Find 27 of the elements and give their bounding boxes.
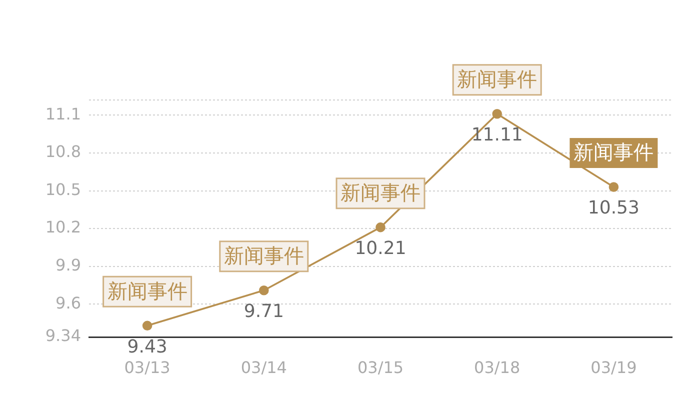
data-label: 11.11 — [471, 124, 523, 146]
annotation: 新闻事件 — [574, 140, 654, 164]
x-tick-label: 03/14 — [240, 358, 287, 377]
y-tick-label: 9.34 — [45, 326, 81, 346]
y-tick-label: 9.6 — [56, 293, 81, 312]
point — [376, 222, 386, 232]
point — [608, 182, 619, 192]
point — [492, 108, 502, 119]
x-tick-label: 03/19 — [590, 358, 637, 377]
x-tick-label: 03/13 — [124, 358, 170, 377]
annotation: 新闻事件 — [224, 244, 304, 268]
data-label: 10.53 — [588, 198, 640, 219]
x-tick-label: 03/18 — [474, 358, 520, 377]
y-tick-label: 10.5 — [45, 180, 81, 199]
y-tick-label: 10.2 — [45, 218, 81, 237]
annotation: 新闻事件 — [107, 278, 188, 303]
y-tick-label: 10.8 — [45, 142, 81, 162]
annotation: 新闻事件 — [457, 67, 538, 92]
y-tick-label: 9.9 — [56, 256, 81, 275]
annotation: 新闻事件 — [340, 180, 420, 205]
data-label: 9.71 — [244, 301, 284, 322]
point — [142, 320, 152, 331]
y-tick-label: 11.1 — [45, 104, 81, 124]
point — [259, 285, 269, 296]
data-label: 10.21 — [354, 238, 406, 259]
x-tick-label: 03/15 — [357, 358, 404, 377]
data-label: 9.43 — [127, 336, 168, 358]
